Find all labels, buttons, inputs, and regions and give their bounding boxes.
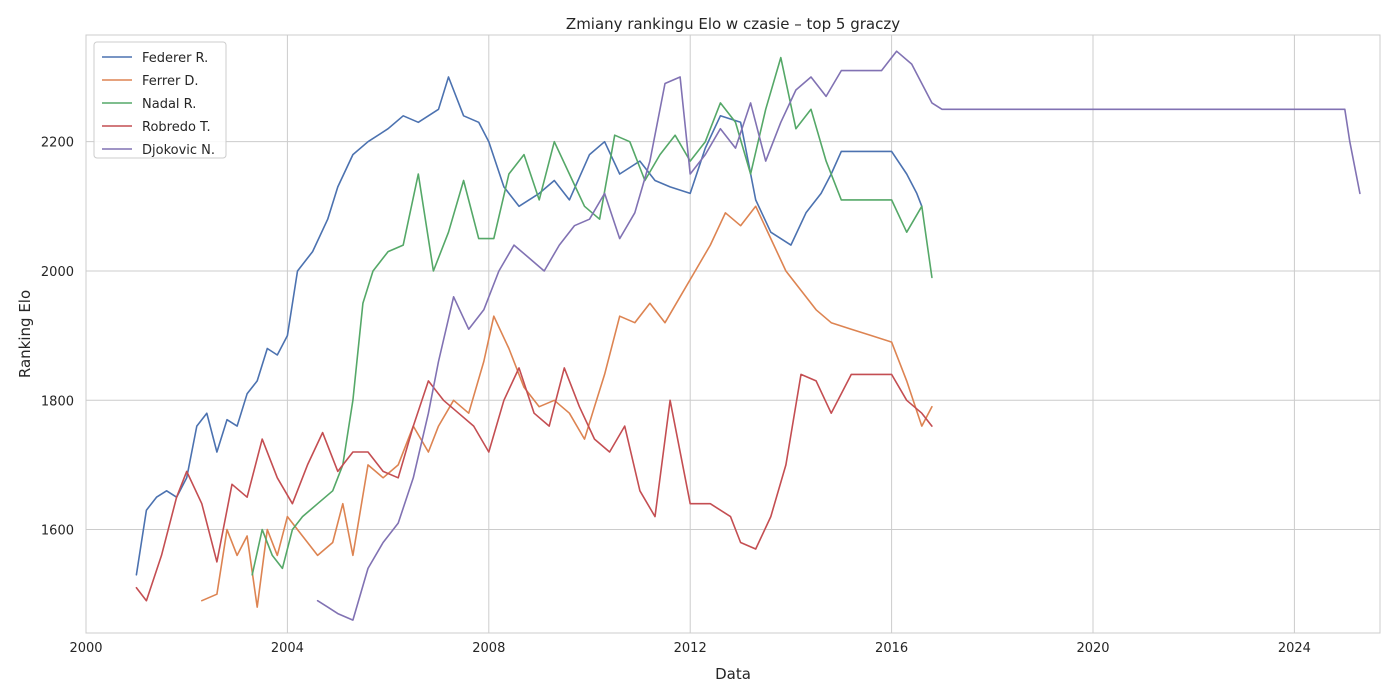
legend-label-ferrer-d: Ferrer D. [142,74,199,89]
legend-label-robredo-t: Robredo T. [142,120,211,135]
plot-frame [85,34,1381,634]
series-lines [135,50,1361,621]
x-tick-label: 2004 [271,641,304,656]
y-tick-label: 2200 [41,136,74,151]
chart-title: Zmiany rankingu Elo w czasie – top 5 gra… [566,15,900,33]
x-tick-label: 2024 [1278,641,1311,656]
legend-label-djokovic-n: Djokovic N. [142,143,215,158]
tick-labels: 2000 2004 2008 2012 2016 2020 2024 1600 1800 2000… [41,136,1311,656]
series-line-djokovic-n [316,50,1361,621]
series-line-federer-r [135,76,923,576]
x-tick-label: 2020 [1076,641,1109,656]
legend-label-federer-r: Federer R. [142,51,208,66]
x-axis-label: Data [715,665,751,683]
y-tick-label: 1600 [41,524,74,539]
x-tick-label: 2012 [674,641,707,656]
legend-label-nadal-r: Nadal R. [142,97,196,112]
x-tick-label: 2008 [472,641,505,656]
series-line-ferrer-d [201,205,933,608]
series-line-nadal-r [251,56,933,576]
series-line-robredo-t [135,367,933,602]
grid-lines [85,35,1380,633]
legend: Federer R. Ferrer D. Nadal R. Robredo T. Djo… [93,41,227,159]
x-tick-label: 2016 [875,641,908,656]
y-axis-label: Ranking Elo [16,290,34,378]
legend-box [93,41,227,159]
x-tick-label: 2000 [69,641,102,656]
y-tick-label: 2000 [41,265,74,280]
y-tick-label: 1800 [41,394,74,409]
